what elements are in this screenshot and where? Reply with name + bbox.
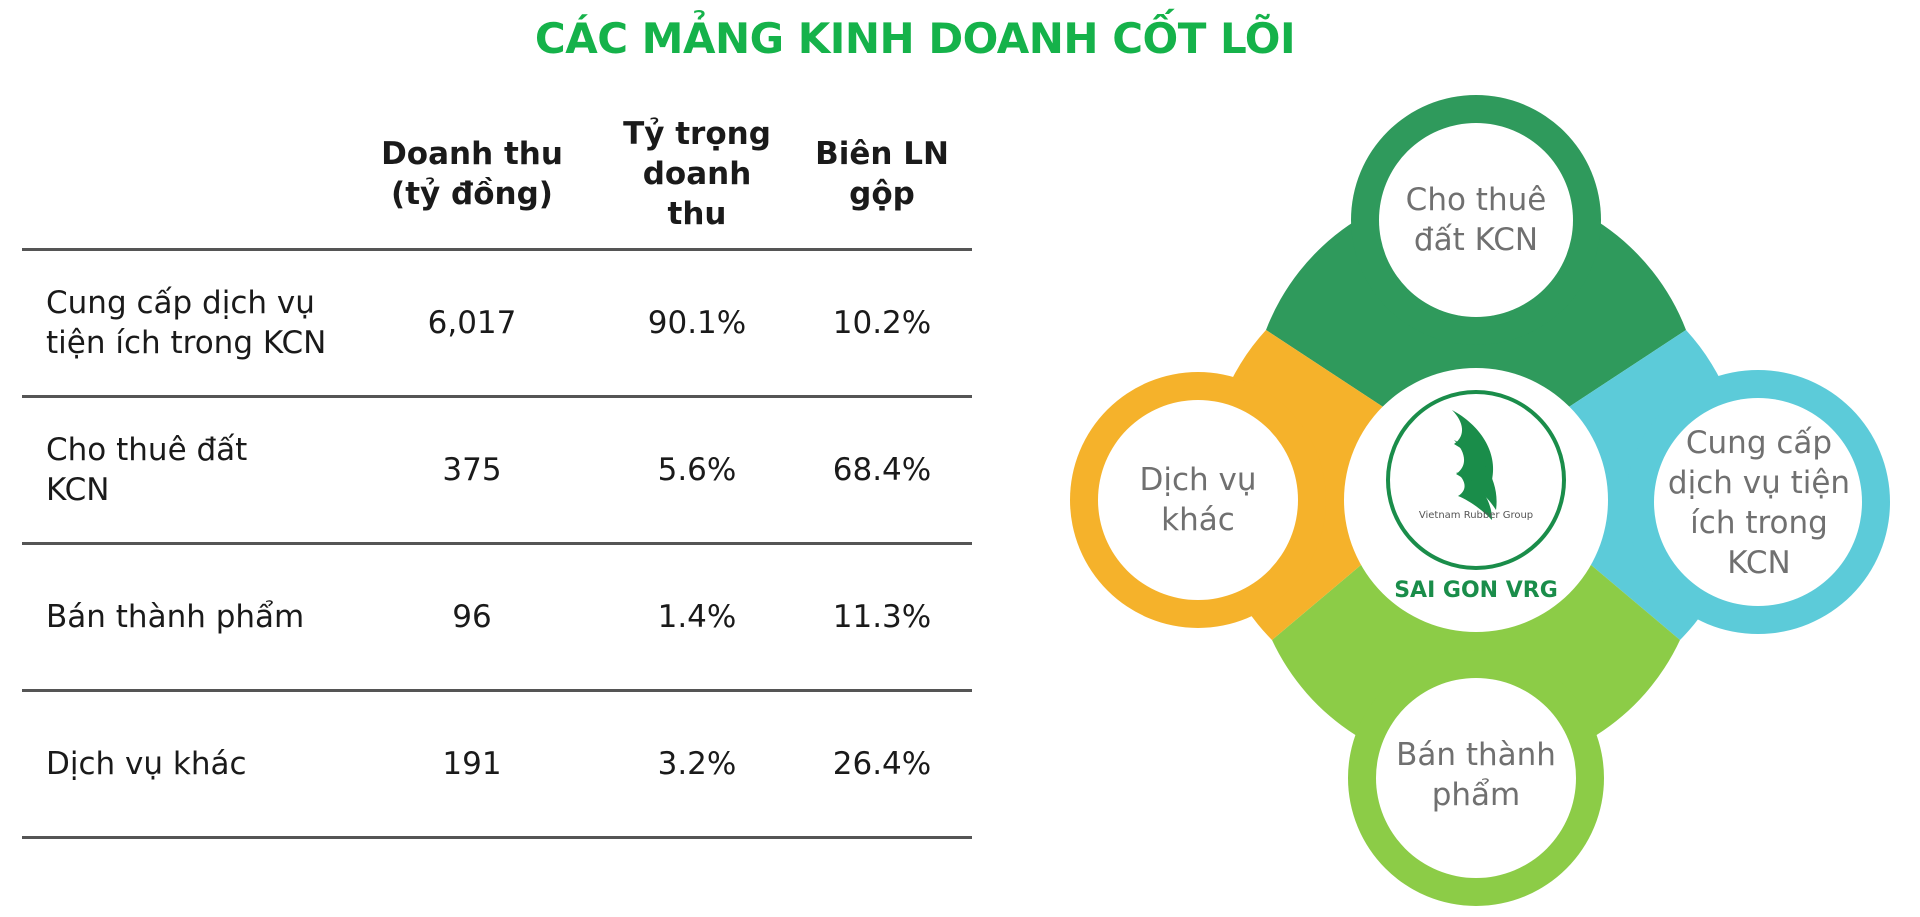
table-row: Bán thành phẩm 96 1.4% 11.3% bbox=[22, 542, 972, 689]
bottom-bubble-line-1: Bán thành bbox=[1396, 737, 1556, 773]
header-share-line-1: Tỷ trọng bbox=[623, 116, 771, 152]
header-share: Tỷ trọng doanh thu bbox=[592, 100, 802, 248]
header-margin: Biên LN gộp bbox=[792, 100, 972, 248]
row-margin: 10.2% bbox=[832, 305, 932, 341]
row-name: Cung cấp dịch vụ tiện ích trong KCN bbox=[46, 251, 346, 395]
row-margin: 11.3% bbox=[832, 599, 932, 635]
logo-ring bbox=[1386, 390, 1566, 570]
table-row: Cung cấp dịch vụ tiện ích trong KCN 6,01… bbox=[22, 248, 972, 395]
bottom-ring-inner bbox=[1376, 678, 1576, 878]
row-margin: 26.4% bbox=[832, 746, 932, 782]
row-name: Dịch vụ khác bbox=[46, 746, 247, 782]
row-revenue: 6,017 bbox=[427, 305, 517, 341]
bottom-bubble-label: Bán thành phẩm bbox=[1376, 730, 1576, 820]
row-share: 1.4% bbox=[657, 599, 737, 635]
header-revenue: Doanh thu (tỷ đồng) bbox=[352, 100, 592, 248]
left-bubble-label: Dịch vụ khác bbox=[1100, 455, 1296, 545]
header-margin-line-1: Biên LN bbox=[815, 136, 949, 172]
top-ring-inner bbox=[1379, 123, 1573, 317]
header-margin-line-2: gộp bbox=[849, 176, 915, 212]
row-name: Bán thành phẩm bbox=[46, 599, 305, 635]
table-row: Dịch vụ khác 191 3.2% 26.4% bbox=[22, 689, 972, 839]
business-table: Doanh thu (tỷ đồng) Tỷ trọng doanh thu B… bbox=[22, 100, 972, 839]
right-ring-inner bbox=[1654, 398, 1862, 606]
logo-brand-text: SAI GON VRG bbox=[1394, 578, 1558, 603]
header-share-line-2: doanh bbox=[642, 156, 752, 192]
header-share-line-3: thu bbox=[667, 196, 727, 232]
right-bubble-line-3: ích trong bbox=[1690, 504, 1828, 541]
leaf-icon bbox=[1452, 410, 1497, 520]
row-name-line-2: KCN bbox=[46, 472, 110, 508]
row-revenue: 191 bbox=[442, 746, 502, 782]
header-revenue-line-1: Doanh thu bbox=[381, 136, 563, 172]
row-name-line-1: Cung cấp dịch vụ bbox=[46, 285, 315, 321]
top-bubble-line-1: Cho thuê bbox=[1405, 182, 1547, 218]
row-name: Cho thuê đất KCN bbox=[46, 398, 346, 542]
row-margin: 68.4% bbox=[832, 452, 932, 488]
right-bubble-line-2: dịch vụ tiện bbox=[1667, 464, 1851, 501]
left-ring-inner bbox=[1098, 400, 1298, 600]
left-bubble-line-1: Dịch vụ bbox=[1139, 462, 1257, 498]
header-revenue-line-2: (tỷ đồng) bbox=[391, 176, 553, 212]
left-bubble-line-2: khác bbox=[1161, 502, 1235, 538]
right-bubble-label: Cung cấp dịch vụ tiện ích trong KCN bbox=[1654, 420, 1864, 585]
top-bubble-line-2: đất KCN bbox=[1413, 222, 1539, 258]
right-bubble-line-1: Cung cấp bbox=[1685, 424, 1833, 461]
row-revenue: 96 bbox=[452, 599, 492, 635]
table-header: Doanh thu (tỷ đồng) Tỷ trọng doanh thu B… bbox=[22, 100, 972, 248]
row-share: 5.6% bbox=[657, 452, 737, 488]
logo-group-text: Vietnam Rubber Group bbox=[1418, 510, 1534, 521]
row-name-line-2: tiện ích trong KCN bbox=[46, 325, 327, 361]
right-bubble-line-4: KCN bbox=[1727, 544, 1791, 581]
page-title: CÁC MẢNG KINH DOANH CỐT LÕI bbox=[534, 14, 1296, 63]
row-name-line-1: Cho thuê đất bbox=[46, 432, 248, 468]
row-revenue: 375 bbox=[442, 452, 502, 488]
row-share: 90.1% bbox=[647, 305, 747, 341]
row-share: 3.2% bbox=[657, 746, 737, 782]
bottom-bubble-line-2: phẩm bbox=[1431, 777, 1521, 813]
top-bubble-label: Cho thuê đất KCN bbox=[1376, 175, 1576, 265]
segments-graphic bbox=[1070, 95, 1890, 906]
business-segments-diagram: Cho thuê đất KCN Cung cấp dịch vụ tiện í… bbox=[1040, 80, 1920, 917]
table-row: Cho thuê đất KCN 375 5.6% 68.4% bbox=[22, 395, 972, 542]
